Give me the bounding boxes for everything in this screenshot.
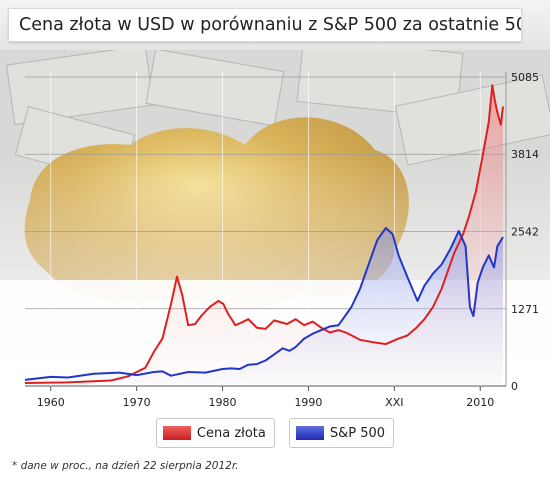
footnote: * dane w proc., na dzień 22 sierpnia 201… (12, 460, 239, 472)
legend-label-sp500: S&P 500 (329, 425, 386, 441)
y-axis: 0 1271 2542 3814 5085 (505, 71, 539, 393)
legend-item-gold[interactable]: Cena złota (155, 418, 275, 448)
series-line-gold (24, 84, 504, 384)
x-tick-label: 1990 (294, 396, 322, 409)
legend-label-gold: Cena złota (196, 425, 266, 441)
x-tick-label: 2010 (466, 396, 494, 409)
legend: Cena złota S&P 500 (0, 418, 550, 448)
chart-title: Cena złota w USD w porównaniu z S&P 500 … (8, 8, 522, 42)
legend-swatch-sp500 (295, 426, 324, 440)
x-tick-label: 1980 (209, 396, 237, 409)
y-tick-label: 1271 (511, 303, 539, 316)
series-areas (25, 85, 503, 386)
x-tick-label: 1970 (123, 396, 151, 409)
y-tick-label: 3814 (511, 148, 539, 161)
x-tick-label: 1960 (37, 396, 65, 409)
y-tick-label: 5085 (511, 71, 539, 84)
legend-swatch-gold (162, 426, 191, 440)
y-tick-label: 2542 (511, 226, 539, 239)
x-axis: 1960 1970 1980 1990 XXI 2010 (37, 386, 494, 409)
series-line-sp500 (24, 227, 504, 381)
legend-item-sp500[interactable]: S&P 500 (288, 418, 395, 448)
x-tick-label: XXI (385, 396, 403, 409)
y-tick-label: 0 (511, 380, 518, 393)
area-sp500 (25, 228, 503, 386)
title-bar: Cena złota w USD w porównaniu z S&P 500 … (0, 0, 550, 51)
chart-area: 0 1271 2542 3814 5085 1960 1970 1980 1990 XXI 201… (0, 36, 550, 415)
chart-svg: 0 1271 2542 3814 5085 1960 1970 1980 1990 XXI 201… (0, 36, 550, 415)
series-lines (24, 84, 504, 384)
